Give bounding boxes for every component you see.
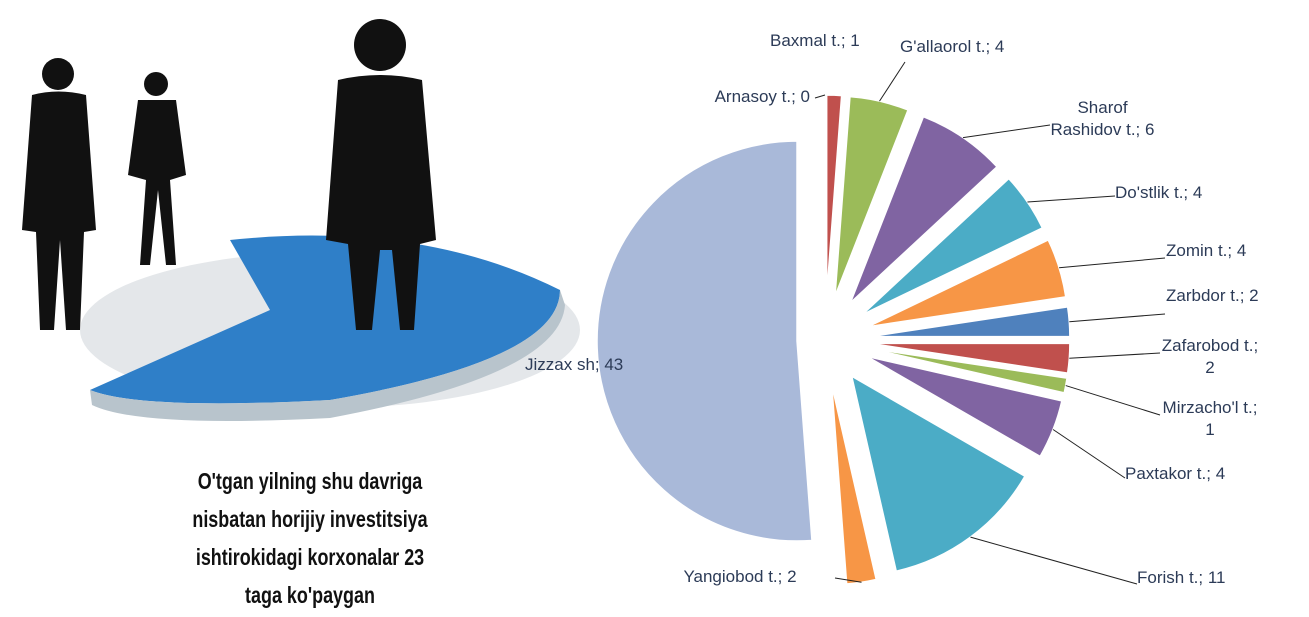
data-label: Forish t.; 11 [1137,567,1267,589]
data-label: Paxtakor t.; 4 [1125,463,1265,485]
data-label: Zarbdor t.; 2 [1166,285,1296,307]
leader-line [963,125,1050,138]
leader-line [970,537,1137,584]
data-label: Yangiobod t.; 2 [680,566,800,588]
data-label: Jizzax sh; 43 [525,354,665,376]
leader-line [1069,314,1165,322]
decor-image [22,19,580,421]
data-label: Mirzacho'l t.; 1 [1160,397,1260,441]
page: O'tgan yilning shu davriga nisbatan hori… [0,0,1309,617]
leader-line [1059,258,1165,268]
leader-line [815,95,825,98]
leader-line [1066,386,1160,415]
pie-slice [597,141,812,541]
leader-line [1053,430,1125,478]
data-label: Zafarobod t.; 2 [1160,335,1260,379]
data-label: Do'stlik t.; 4 [1115,182,1235,204]
data-label: Sharof Rashidov t.; 6 [1045,97,1160,141]
data-label: Arnasoy t.; 0 [680,86,810,108]
leader-line [1069,353,1160,358]
caption: O'tgan yilning shu davriga nisbatan hori… [177,462,442,614]
leader-line [880,62,905,101]
data-label: Baxmal t.; 1 [770,30,900,52]
data-label: Zomin t.; 4 [1166,240,1286,262]
data-label: G'allaorol t.; 4 [900,36,1050,58]
leader-line [1027,196,1115,202]
